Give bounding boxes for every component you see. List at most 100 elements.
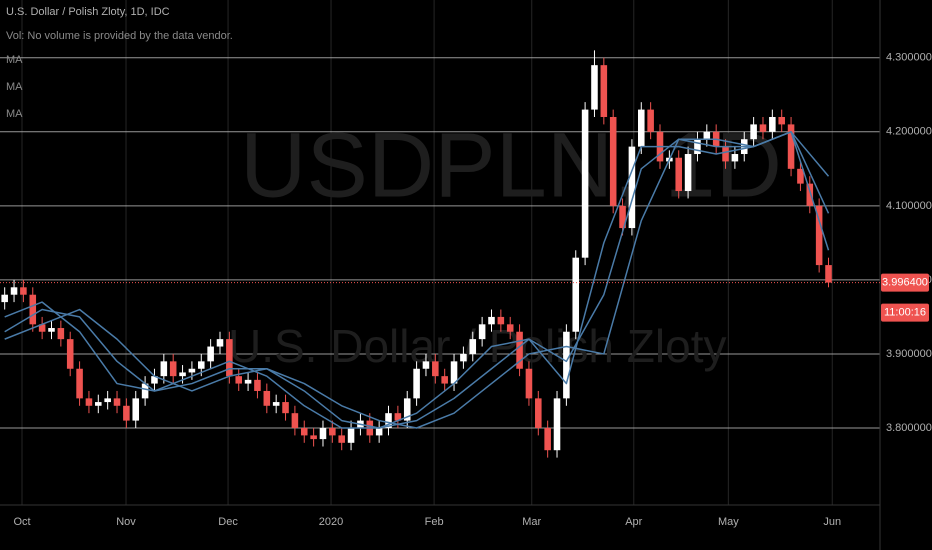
candle-body xyxy=(95,402,102,406)
candle-body xyxy=(684,154,692,192)
candle-body xyxy=(675,157,682,192)
x-tick-label: Feb xyxy=(425,516,444,528)
y-tick-label: 4.300000 xyxy=(886,52,932,64)
candle-body xyxy=(188,368,196,373)
candle-body xyxy=(29,294,37,325)
x-tick-label: Apr xyxy=(625,516,642,528)
moving-average-line xyxy=(4,131,830,429)
countdown-tag xyxy=(881,303,929,322)
candle-body xyxy=(310,435,317,440)
candle-body xyxy=(113,398,121,406)
candle-body xyxy=(263,390,271,406)
x-tick-label: Mar xyxy=(522,516,541,528)
candle-body xyxy=(787,124,795,169)
countdown-label: 11:00:16 xyxy=(884,306,926,318)
candle-body xyxy=(591,65,598,110)
candle-body xyxy=(169,361,177,377)
candle-body xyxy=(226,339,233,377)
candle-body xyxy=(581,109,589,258)
candle-body xyxy=(469,339,477,354)
candle-body xyxy=(563,331,570,399)
candle-body xyxy=(104,398,111,403)
candle-body xyxy=(778,116,785,125)
x-tick-label: 2020 xyxy=(319,516,343,528)
candle-body xyxy=(703,131,711,140)
candle-body xyxy=(160,361,168,377)
candle-body xyxy=(57,328,65,340)
candle-body xyxy=(450,361,458,384)
candle-body xyxy=(272,402,280,406)
candle-body xyxy=(731,154,739,162)
candle-body xyxy=(432,361,439,377)
candle-body xyxy=(497,316,505,325)
candle-body xyxy=(422,361,430,369)
candle-body xyxy=(151,376,158,384)
candle-body xyxy=(553,398,561,451)
candle-body xyxy=(282,402,289,414)
candle-body xyxy=(394,413,402,421)
candle-body xyxy=(76,368,83,399)
candle-body xyxy=(535,398,542,428)
volume-note: Vol: No volume is provided by the data v… xyxy=(6,30,233,42)
candle-body xyxy=(338,435,345,443)
candle-body xyxy=(797,168,804,184)
candle-body xyxy=(647,109,654,132)
candle-body xyxy=(619,205,626,229)
candle-body xyxy=(478,324,486,340)
candle-body xyxy=(198,361,205,369)
candle-body xyxy=(207,346,214,362)
candle-body xyxy=(385,413,392,428)
x-tick-label: Nov xyxy=(116,516,136,528)
candle-body xyxy=(375,427,383,436)
moving-average-line xyxy=(4,131,830,429)
candle-body xyxy=(244,379,252,384)
candle-body xyxy=(85,398,93,406)
candle-body xyxy=(319,427,327,440)
candle-body xyxy=(132,398,140,421)
candle-body xyxy=(759,124,767,132)
candle-body xyxy=(48,328,55,332)
candle-body xyxy=(179,372,186,377)
candle-body xyxy=(544,427,551,451)
candle-body xyxy=(235,376,242,384)
candle-body xyxy=(460,353,467,362)
candle-body xyxy=(825,265,832,283)
x-tick-label: Oct xyxy=(13,516,30,528)
y-tick-label: 4.100000 xyxy=(886,200,932,212)
last-price-label: 3.996400 xyxy=(882,276,928,288)
candle-body xyxy=(10,287,18,295)
x-tick-label: May xyxy=(718,516,739,528)
candle-body xyxy=(806,183,814,206)
candle-body xyxy=(141,383,149,399)
candle-body xyxy=(525,368,533,399)
y-tick-label: 3.800000 xyxy=(886,422,932,434)
candle-body xyxy=(628,146,636,229)
candle-body xyxy=(722,146,729,162)
legend-entry: MA xyxy=(6,54,23,66)
x-tick-label: Dec xyxy=(218,516,238,528)
candle-body xyxy=(638,109,645,147)
y-tick-label: 3.900000 xyxy=(886,348,932,360)
candle-body xyxy=(1,294,8,303)
watermark-subtitle: U.S. Dollar / Polish Zloty xyxy=(228,320,726,372)
candle-body xyxy=(300,427,308,436)
candle-body xyxy=(441,376,448,384)
candle-body xyxy=(609,116,617,206)
candle-body xyxy=(66,339,74,369)
moving-average-line xyxy=(4,131,830,429)
candle-body xyxy=(815,205,823,266)
legend-entry: MA xyxy=(6,108,23,120)
candle-body xyxy=(572,257,580,332)
candle-body xyxy=(291,413,299,428)
candle-body xyxy=(413,368,420,399)
candle-body xyxy=(600,65,608,117)
candle-body xyxy=(347,427,355,443)
chart-title: U.S. Dollar / Polish Zloty, 1D, IDC xyxy=(6,6,170,18)
candle-body xyxy=(516,331,523,369)
candle-body xyxy=(769,116,776,132)
candle-body xyxy=(750,124,757,140)
last-price-tag xyxy=(881,273,929,292)
candle-body xyxy=(20,287,27,295)
candle-body xyxy=(38,324,46,332)
